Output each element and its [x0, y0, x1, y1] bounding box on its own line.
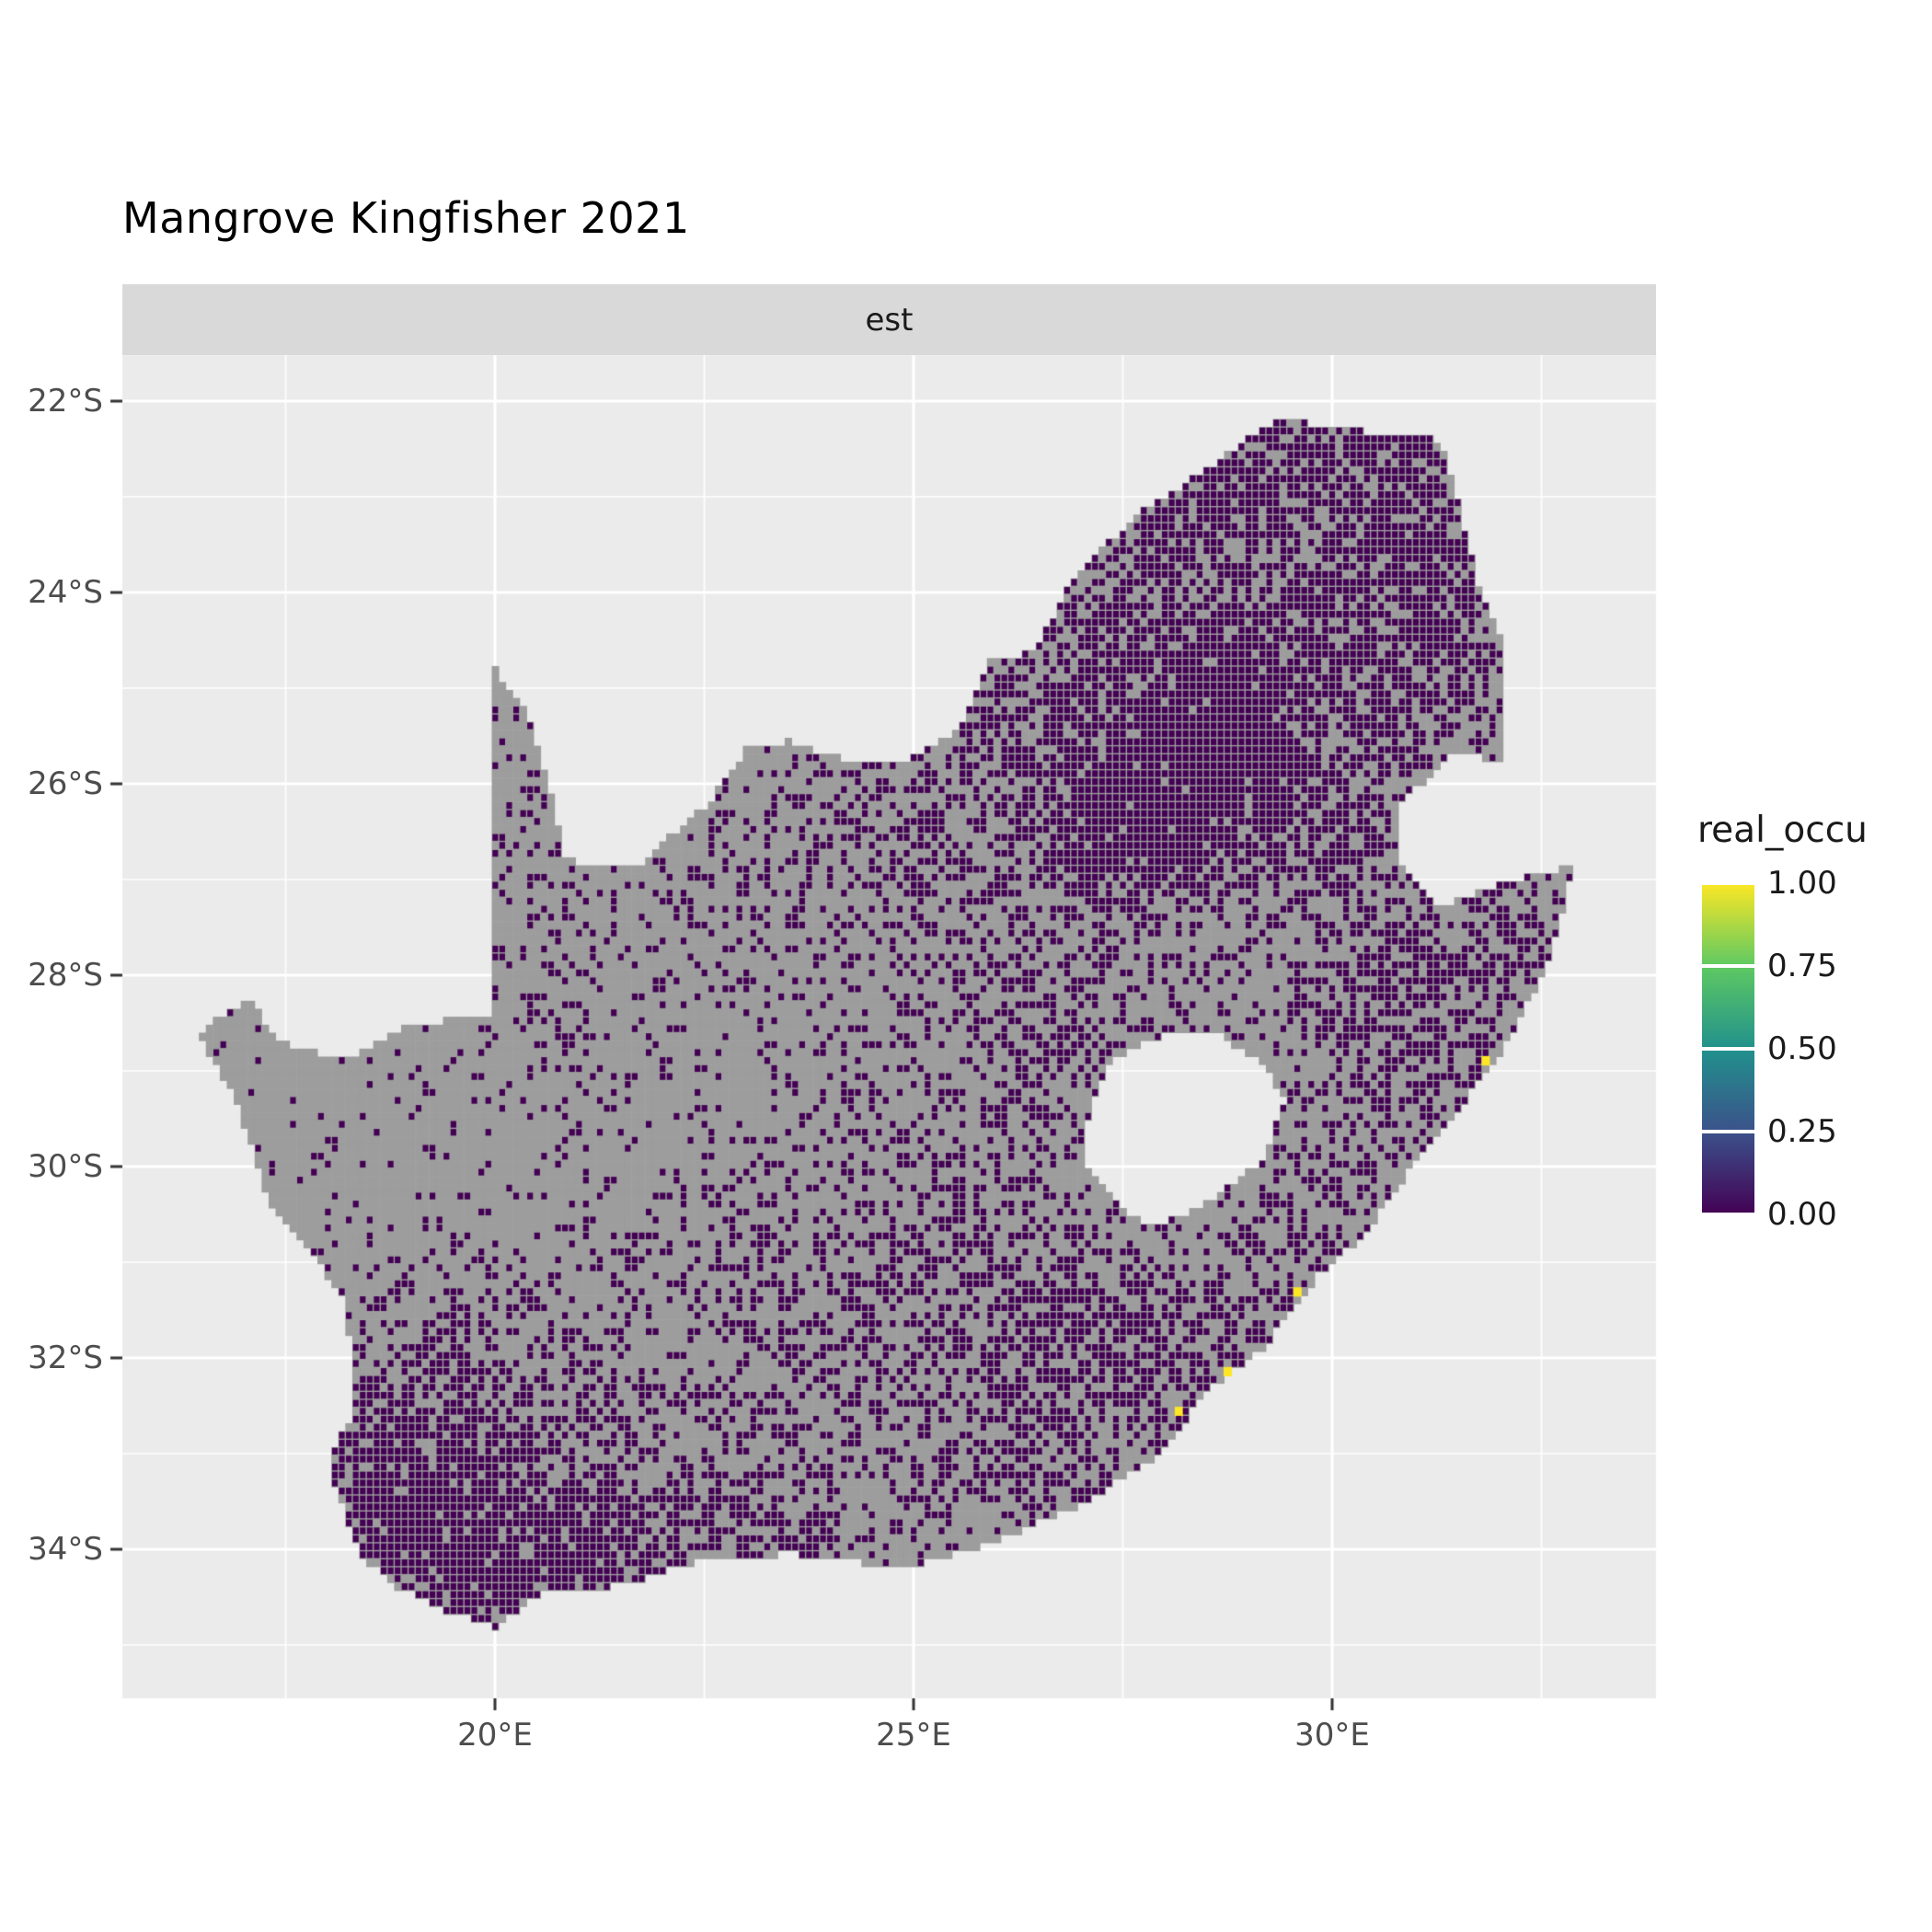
map-panel-canvas [0, 0, 1932, 1932]
ggplot-figure: Mangrove Kingfisher 2021 est 22°S 24°S 26°… [0, 0, 1932, 1932]
